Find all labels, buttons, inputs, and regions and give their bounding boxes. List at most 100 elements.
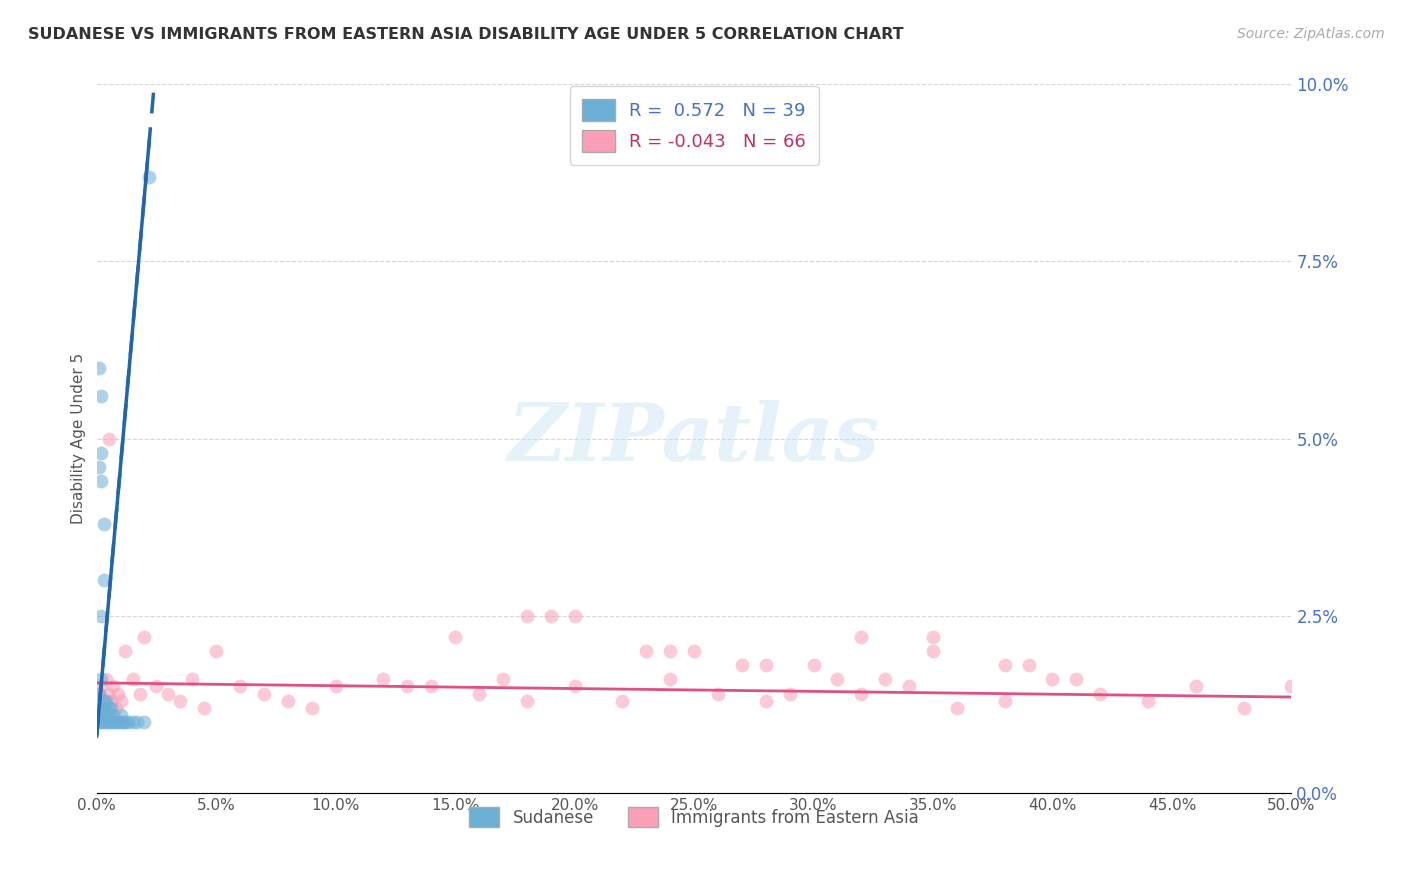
Point: [468, 686, 491, 700]
Point: [117, 714, 139, 729]
Point: [301, 700, 323, 714]
Point: [564, 608, 586, 623]
Point: [169, 693, 191, 707]
Point: [107, 714, 129, 729]
Point: [946, 700, 969, 714]
Point: [103, 714, 125, 729]
Point: [121, 673, 143, 687]
Point: [90, 673, 112, 687]
Point: [93, 700, 115, 714]
Point: [90, 389, 112, 403]
Point: [87, 714, 110, 729]
Point: [93, 714, 115, 729]
Point: [779, 686, 801, 700]
Point: [755, 693, 778, 707]
Point: [683, 644, 706, 658]
Point: [1233, 700, 1256, 714]
Point: [420, 680, 443, 694]
Text: Source: ZipAtlas.com: Source: ZipAtlas.com: [1237, 27, 1385, 41]
Point: [110, 714, 132, 729]
Point: [107, 686, 129, 700]
Point: [90, 474, 112, 488]
Text: ZIPatlas: ZIPatlas: [508, 400, 880, 477]
Point: [97, 432, 120, 446]
Point: [325, 680, 347, 694]
Point: [134, 714, 156, 729]
Point: [755, 658, 778, 673]
Point: [100, 693, 122, 707]
Point: [127, 714, 149, 729]
Y-axis label: Disability Age Under 5: Disability Age Under 5: [72, 353, 86, 524]
Point: [134, 630, 156, 644]
Point: [114, 714, 136, 729]
Point: [516, 693, 538, 707]
Point: [100, 700, 122, 714]
Point: [1066, 673, 1088, 687]
Point: [193, 700, 215, 714]
Point: [612, 693, 634, 707]
Point: [157, 686, 180, 700]
Point: [827, 673, 849, 687]
Point: [875, 673, 897, 687]
Point: [396, 680, 419, 694]
Point: [90, 680, 112, 694]
Point: [138, 169, 160, 184]
Point: [93, 516, 115, 531]
Point: [253, 686, 276, 700]
Point: [110, 693, 132, 707]
Point: [87, 700, 110, 714]
Point: [731, 658, 754, 673]
Point: [540, 608, 562, 623]
Point: [96, 707, 118, 722]
Point: [87, 360, 110, 375]
Point: [1018, 658, 1040, 673]
Point: [277, 693, 299, 707]
Legend: Sudanese, Immigrants from Eastern Asia: Sudanese, Immigrants from Eastern Asia: [463, 800, 925, 834]
Point: [104, 700, 127, 714]
Point: [96, 693, 118, 707]
Point: [111, 714, 134, 729]
Point: [93, 573, 115, 587]
Point: [114, 644, 136, 658]
Point: [93, 693, 115, 707]
Point: [564, 680, 586, 694]
Point: [103, 680, 125, 694]
Point: [96, 714, 118, 729]
Point: [87, 686, 110, 700]
Point: [90, 700, 112, 714]
Point: [205, 644, 228, 658]
Point: [1090, 686, 1112, 700]
Point: [444, 630, 467, 644]
Point: [110, 707, 132, 722]
Point: [87, 459, 110, 474]
Point: [90, 608, 112, 623]
Point: [87, 686, 110, 700]
Point: [994, 658, 1017, 673]
Point: [1185, 680, 1208, 694]
Point: [1137, 693, 1160, 707]
Point: [516, 608, 538, 623]
Point: [898, 680, 921, 694]
Point: [994, 693, 1017, 707]
Point: [96, 673, 118, 687]
Point: [922, 630, 945, 644]
Point: [659, 644, 682, 658]
Point: [97, 686, 120, 700]
Point: [851, 686, 873, 700]
Point: [373, 673, 395, 687]
Point: [145, 680, 167, 694]
Point: [93, 693, 115, 707]
Point: [103, 707, 125, 722]
Point: [922, 644, 945, 658]
Point: [100, 714, 122, 729]
Point: [97, 714, 120, 729]
Point: [492, 673, 515, 687]
Point: [1042, 673, 1064, 687]
Point: [636, 644, 658, 658]
Point: [121, 714, 143, 729]
Point: [229, 680, 252, 694]
Point: [128, 686, 150, 700]
Point: [1281, 680, 1303, 694]
Point: [104, 714, 127, 729]
Point: [659, 673, 682, 687]
